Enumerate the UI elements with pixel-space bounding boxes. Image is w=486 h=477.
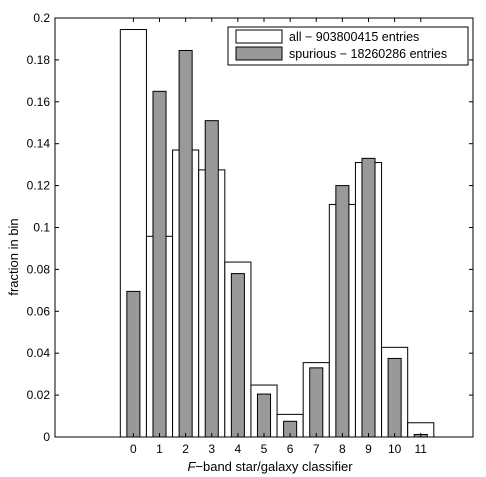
y-tick-label: 0.04 [27, 346, 51, 360]
x-tick-label: 3 [208, 442, 215, 456]
x-tick-label: 2 [182, 442, 189, 456]
y-axis-label: fraction in bin [6, 218, 21, 295]
y-tick-label: 0.14 [27, 137, 51, 151]
bar-spurious-1 [152, 90, 167, 438]
y-tick-label: 0.06 [27, 304, 51, 318]
x-tick-label: 9 [365, 442, 372, 456]
bar-spurious-7 [309, 367, 324, 438]
series-spurious-bars [126, 49, 428, 438]
bar-spurious-2 [178, 49, 193, 438]
x-tick-label: 0 [130, 442, 137, 456]
y-tick-label: 0.08 [27, 262, 51, 276]
bar-spurious-0 [126, 290, 141, 438]
legend-swatch-spurious [235, 46, 283, 61]
x-tick-label: 10 [388, 442, 402, 456]
x-tick-label: 5 [261, 442, 268, 456]
plot-area [54, 17, 474, 438]
legend-swatch-all [235, 29, 283, 44]
x-axis-label-italic: F [187, 459, 196, 474]
bar-spurious-9 [361, 157, 376, 438]
y-tick-label: 0.1 [33, 221, 50, 235]
bar-spurious-5 [256, 393, 272, 438]
y-tick-label: 0.16 [27, 95, 51, 109]
x-axis-label-rest: −band star/galaxy classifier [195, 459, 353, 474]
bar-spurious-10 [387, 357, 402, 438]
x-tick-label: 8 [339, 442, 346, 456]
y-tick-label: 0.12 [27, 179, 51, 193]
x-tick-label: 11 [415, 442, 428, 456]
legend-label-spurious: spurious − 18260286 entries [289, 47, 447, 61]
legend: all − 903800415 entries spurious − 18260… [227, 26, 469, 66]
bar-spurious-4 [230, 273, 245, 438]
y-tick-label: 0.02 [27, 388, 51, 402]
plot-frame [55, 18, 473, 437]
x-tick-label: 7 [313, 442, 320, 456]
x-axis: 0 1 2 3 4 5 6 7 8 9 10 11 [130, 18, 427, 456]
x-axis-label: F−band star/galaxy classifier [187, 459, 353, 474]
y-tick-label: 0 [43, 430, 50, 444]
bar-spurious-3 [204, 120, 219, 438]
bar-spurious-8 [335, 185, 350, 438]
y-tick-label: 0.2 [33, 11, 50, 25]
y-axis: 0 0.02 0.04 0.06 0.08 0.1 0.12 0.14 0.16 0.18 0.2 [27, 11, 473, 444]
x-tick-label: 6 [287, 442, 294, 456]
x-tick-label: 4 [235, 442, 242, 456]
legend-label-all: all − 903800415 entries [289, 30, 419, 44]
y-tick-label: 0.18 [27, 53, 51, 67]
x-tick-label: 1 [156, 442, 163, 456]
